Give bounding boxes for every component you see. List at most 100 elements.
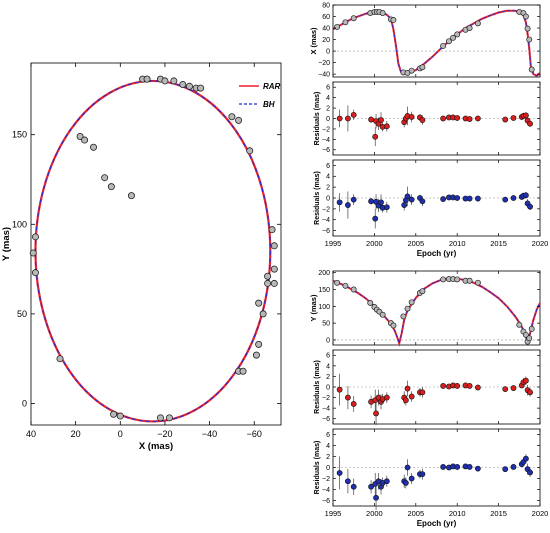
residual-point [466,464,473,470]
x-tick-label: 2000 [366,509,383,518]
observation-point [342,19,349,26]
observation-point [440,42,447,49]
plot-frame [30,62,282,426]
observation-point [474,279,481,286]
residual-point [454,383,461,389]
legend-label-rar: RAR [263,82,281,91]
residual-point [440,464,447,470]
residual-point [345,478,351,485]
observation-point [259,310,267,318]
observation-point [56,355,64,363]
residual-point [408,393,415,400]
residual-point [383,123,390,130]
observation-point [379,10,386,17]
observation-point [101,174,109,182]
y-tick-label: 4 [326,363,330,370]
y-tick-label: 0 [326,384,330,391]
residual-point [350,483,357,490]
rar-model-curve [332,277,541,347]
residual-point [350,401,357,407]
y-tick-label: −6 [322,416,330,423]
observation-point [268,226,276,234]
y-axis-label: Residuals (mas) [314,441,321,495]
x-tick-label: 1995 [325,239,342,248]
residual-point [474,115,481,122]
x-tick-label: 1995 [325,509,342,518]
bh-orbit-curve [34,80,271,423]
residual-point [419,471,426,477]
y-tick-label: 80 [322,2,330,9]
observation-point [528,325,535,332]
residual-point [408,114,415,120]
observation-point [379,311,386,318]
x-tick-label: 2020 [532,509,549,518]
y-tick-label: 6 [326,353,330,360]
observation-point [264,279,272,287]
x-tick-label: 2015 [490,239,507,248]
observation-point [367,300,374,306]
observation-point [466,277,473,284]
observation-point [419,64,426,71]
y-tick-label: 100 [318,304,330,311]
observation-point [270,242,278,250]
y-tick-label: 2 [326,106,330,113]
residual-point [345,394,351,401]
y-tick-label: 150 [12,130,27,140]
rar-model-curve [332,9,541,77]
residual-point [474,195,481,202]
residual-point [350,196,357,203]
residual-point [404,193,411,200]
y-axis-label: Residuals (mas) [314,171,321,225]
residual-point [383,204,390,211]
x-tick-label: 0 [118,429,123,439]
x-tick-label: 2010 [449,509,466,518]
residual-point [373,494,379,501]
x-tick-label: 2010 [449,239,466,248]
y-axis-label: Residuals (mas) [314,92,321,146]
residual-point [527,389,533,396]
y-tick-label: −6 [322,228,330,235]
observation-point [474,20,481,27]
observation-point [516,321,523,328]
residual-point [372,133,379,140]
observation-point [143,75,151,83]
y-axis-label: Residuals (mas) [314,360,321,414]
y-tick-label: 200 [318,270,330,277]
observation-point [161,77,169,85]
y-tick-label: 150 [318,287,330,294]
observation-point [270,265,278,273]
plot-frame [332,349,541,425]
observation-point [528,66,535,73]
y-tick-label: 20 [322,37,330,44]
observation-point [522,13,529,20]
bh-model-curve [332,277,541,346]
observation-point [165,414,173,422]
residual-point [350,111,357,118]
observation-point [342,282,349,289]
plot-frame [332,4,541,78]
y-tick-label: −2 [322,395,330,402]
observation-point [450,34,457,41]
y-tick-label: −2 [322,126,330,133]
residual-point [527,203,533,210]
residual-point [408,196,415,203]
observation-point [440,276,447,283]
residual-point [466,383,473,389]
y-tick-label: 0 [326,337,330,344]
observation-point [524,25,531,32]
observation-point [239,367,247,375]
x-tick-label: 40 [26,429,36,439]
x-tick-label: −60 [247,429,262,439]
residual-point [373,410,379,417]
observation-point [390,17,397,23]
y-tick-label: 2 [326,374,330,381]
observation-point [400,313,407,320]
y-tick-label: 0 [326,116,330,123]
residual-point [368,198,374,205]
residual-point [474,384,481,391]
x-tick-label: 2000 [366,239,383,248]
residual-point [419,389,426,396]
x-tick-label: 2005 [407,509,424,518]
y-tick-label: −2 [322,206,330,213]
